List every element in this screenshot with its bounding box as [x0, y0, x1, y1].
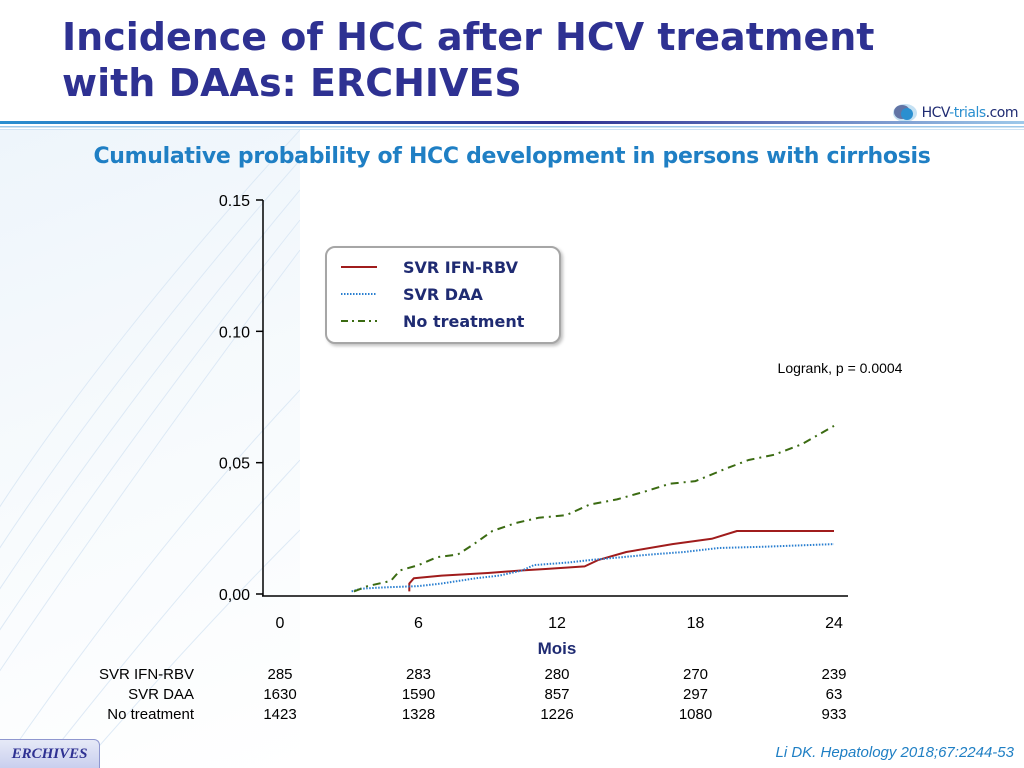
y-tick-label: 0,05 [219, 456, 250, 473]
legend-swatch-solid-icon [341, 266, 377, 268]
logrank-annotation: Logrank, p = 0.0004 [778, 360, 903, 376]
y-tick-label: 0,00 [219, 587, 250, 604]
x-tick-label: 18 [687, 615, 705, 632]
legend-item-no-treatment: No treatment [341, 310, 524, 332]
hcv-trials-logo: HCV-trials.com [890, 100, 1019, 126]
title-line-2: with DAAs: ERCHIVES [62, 61, 522, 105]
header-rule [0, 121, 1024, 130]
legend-label: SVR IFN-RBV [403, 257, 518, 277]
legend-label: No treatment [403, 311, 525, 331]
logo-text-com: .com [985, 105, 1019, 121]
y-ticks: 0,00 0,05 0.10 0.15 [219, 193, 263, 604]
x-tick-label: 12 [548, 615, 566, 632]
y-tick-label: 0.15 [219, 193, 250, 210]
slide-title: Incidence of HCC after HCV treatment wit… [62, 14, 874, 106]
legend-swatch-dotted-icon [341, 293, 377, 295]
title-line-1: Incidence of HCC after HCV treatment [62, 15, 875, 59]
legend-swatch-dashdot-icon [341, 320, 377, 322]
legend-item-svr-ifn-rbv: SVR IFN-RBV [341, 256, 518, 278]
series-line-svr-ifn-rbv [408, 530, 834, 592]
chart-subtitle: Cumulative probability of HCC developmen… [93, 144, 931, 169]
series-line-no-treatment [353, 425, 835, 593]
x-axis-label: Mois [538, 639, 577, 658]
x-ticks: 0 6 12 18 24 [276, 615, 843, 632]
chart-legend: SVR IFN-RBV SVR DAA No treatment [325, 246, 561, 344]
section-tag-label: ERCHIVES [11, 745, 88, 762]
x-tick-label: 24 [825, 615, 843, 632]
series-line-svr-daa [351, 543, 835, 593]
decorative-background [0, 130, 300, 768]
logo-mark-icon [892, 104, 917, 122]
legend-item-svr-daa: SVR DAA [341, 283, 483, 305]
legend-label: SVR DAA [403, 284, 483, 304]
x-tick-label: 0 [276, 615, 285, 632]
y-tick-label: 0.10 [219, 324, 250, 341]
reference-citation: Li DK. Hepatology 2018;67:2244-53 [775, 744, 1014, 761]
logo-text-trials: trials [953, 105, 986, 121]
x-tick-label: 6 [414, 615, 423, 632]
logo-text-dash: - [949, 105, 954, 121]
logo-text-hcv: HCV [921, 105, 950, 121]
section-tag: ERCHIVES [0, 739, 100, 768]
series-lines [351, 425, 835, 593]
